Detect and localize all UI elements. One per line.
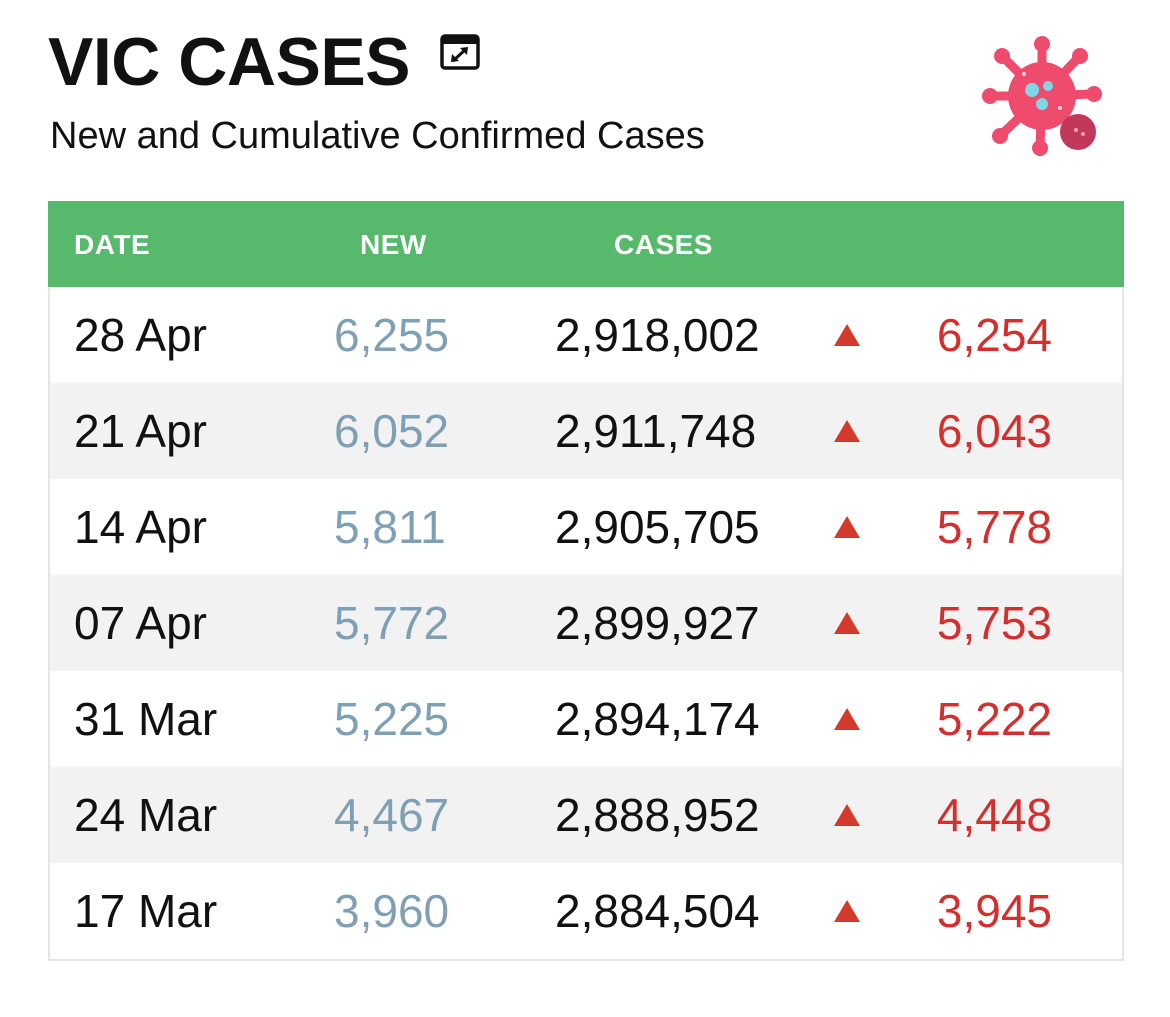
up-arrow-icon bbox=[834, 900, 860, 922]
up-arrow-icon bbox=[834, 708, 860, 730]
column-header-cases: CASES bbox=[614, 229, 713, 260]
row-date: 24 Mar bbox=[74, 789, 218, 841]
virus-icon bbox=[982, 36, 1102, 156]
row-change: 3,945 bbox=[936, 885, 1052, 937]
row-cases: 2,905,705 bbox=[555, 501, 760, 553]
row-cases: 2,884,504 bbox=[555, 885, 760, 937]
row-change: 6,043 bbox=[936, 405, 1052, 457]
table-row: 17 Mar 3,960 2,884,504 3,945 bbox=[50, 863, 1122, 959]
header: VIC CASES New and Cumulative Confirmed C… bbox=[48, 22, 1122, 182]
row-date: 17 Mar bbox=[74, 885, 218, 937]
row-cases: 2,894,174 bbox=[555, 693, 760, 745]
row-change: 6,254 bbox=[936, 309, 1052, 361]
up-arrow-icon bbox=[834, 420, 860, 442]
row-new: 5,772 bbox=[334, 597, 450, 649]
row-new: 3,960 bbox=[334, 885, 450, 937]
table-row: 14 Apr 5,811 2,905,705 5,778 bbox=[50, 479, 1122, 575]
up-arrow-icon bbox=[834, 612, 860, 634]
table-row: 24 Mar 4,467 2,888,952 4,448 bbox=[50, 767, 1122, 863]
row-new: 4,467 bbox=[334, 789, 450, 841]
row-new: 5,225 bbox=[334, 693, 450, 745]
row-date: 31 Mar bbox=[74, 693, 218, 745]
table-row: 28 Apr 6,255 2,918,002 6,254 bbox=[50, 287, 1122, 383]
column-header-date: DATE bbox=[74, 229, 151, 260]
row-cases: 2,911,748 bbox=[555, 405, 757, 457]
up-arrow-icon bbox=[834, 516, 860, 538]
table-row: 07 Apr 5,772 2,899,927 5,753 bbox=[50, 575, 1122, 671]
row-change: 5,753 bbox=[936, 597, 1052, 649]
row-new: 6,052 bbox=[334, 405, 450, 457]
expand-icon[interactable] bbox=[440, 34, 480, 70]
row-change: 5,222 bbox=[936, 693, 1052, 745]
cases-table: DATE NEW CASES 28 Apr 6,255 2,918,002 6,… bbox=[48, 201, 1124, 961]
page-subtitle: New and Cumulative Confirmed Cases bbox=[50, 115, 705, 157]
row-date: 14 Apr bbox=[74, 501, 207, 553]
row-date: 21 Apr bbox=[74, 405, 207, 457]
table-row: 21 Apr 6,052 2,911,748 6,043 bbox=[50, 383, 1122, 479]
column-header-new: NEW bbox=[360, 229, 427, 260]
page-title: VIC CASES bbox=[48, 24, 411, 100]
row-new: 5,811 bbox=[334, 501, 446, 553]
up-arrow-icon bbox=[834, 804, 860, 826]
row-change: 5,778 bbox=[936, 501, 1052, 553]
row-change: 4,448 bbox=[936, 789, 1052, 841]
row-new: 6,255 bbox=[334, 309, 450, 361]
up-arrow-icon bbox=[834, 324, 860, 346]
row-date: 28 Apr bbox=[74, 309, 207, 361]
title-row: VIC CASES bbox=[48, 22, 1122, 102]
row-cases: 2,918,002 bbox=[555, 309, 760, 361]
row-cases: 2,888,952 bbox=[555, 789, 760, 841]
table-header: DATE NEW CASES bbox=[48, 201, 1124, 287]
row-cases: 2,899,927 bbox=[555, 597, 760, 649]
table-row: 31 Mar 5,225 2,894,174 5,222 bbox=[50, 671, 1122, 767]
row-date: 07 Apr bbox=[74, 597, 207, 649]
